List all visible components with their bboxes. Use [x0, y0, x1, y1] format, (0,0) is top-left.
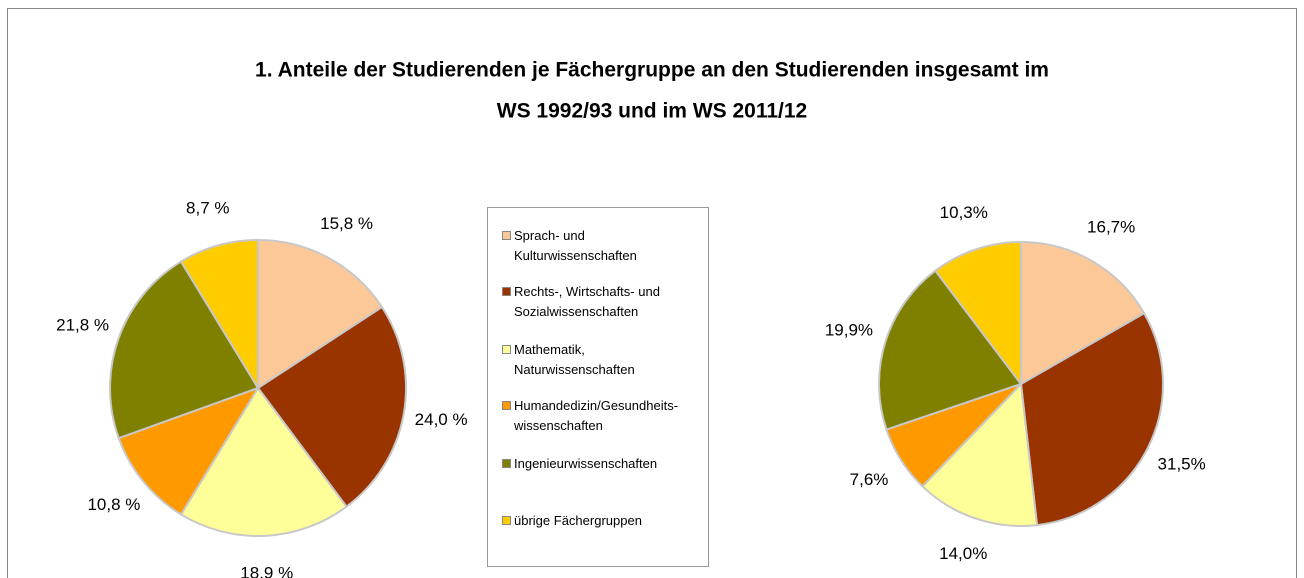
- pie-slice: [878, 269, 1023, 431]
- legend-swatch: [502, 401, 511, 410]
- legend-item: Mathematik, Naturwissenschaften: [502, 340, 702, 380]
- legend-swatch: [502, 516, 511, 525]
- pie-slice: [109, 260, 260, 440]
- pie-slice: [179, 238, 259, 392]
- pie-slice: [933, 240, 1022, 387]
- legend-swatch: [502, 345, 511, 354]
- legend-item: Sprach- und Kulturwissenschaften: [502, 226, 702, 266]
- legend-label: Humandedizin/Gesundheits-wissenschaften: [514, 398, 679, 433]
- data-label: 21,8 %: [56, 316, 109, 335]
- legend-label: Ingenieurwissenschaften: [514, 456, 658, 471]
- data-label: 24,0 %: [415, 410, 468, 429]
- chart-title: 1. Anteile der Studierenden je Fächergru…: [255, 59, 1049, 82]
- data-label: 15,8 %: [320, 214, 373, 233]
- legend-item: übrige Fächergruppen: [502, 511, 702, 531]
- legend-swatch: [502, 287, 511, 296]
- data-label: 10,8 %: [87, 495, 140, 514]
- legend-label: Sprach- und Kulturwissenschaften: [514, 228, 637, 263]
- pie-slice: [921, 381, 1039, 527]
- data-label: 10,3%: [940, 203, 988, 222]
- data-label: 31,5%: [1158, 455, 1206, 474]
- legend-item: Ingenieurwissenschaften: [502, 454, 702, 474]
- chart-frame: [7, 8, 1297, 578]
- data-label: 19,9%: [825, 321, 873, 340]
- data-label: 18,9 %: [240, 563, 293, 578]
- legend-item: Rechts-, Wirtschafts- und Sozialwissensc…: [502, 282, 702, 322]
- data-label: 7,6%: [850, 470, 889, 489]
- pie-slice: [1020, 240, 1146, 386]
- legend-swatch: [502, 459, 511, 468]
- legend-label: übrige Fächergruppen: [514, 513, 642, 528]
- data-label: 14,0%: [939, 544, 987, 563]
- legend: Sprach- und Kulturwissenschaften Rechts-,…: [487, 207, 709, 567]
- legend-item: Humandedizin/Gesundheits-wissenschaften: [502, 396, 702, 436]
- legend-label: Rechts-, Wirtschafts- und Sozialwissensc…: [514, 284, 660, 319]
- pie-slice: [1019, 311, 1164, 527]
- pie-slice: [257, 238, 384, 390]
- legend-swatch: [502, 231, 511, 240]
- chart-title: WS 1992/93 und im WS 2011/12: [497, 100, 807, 123]
- pie-slice: [179, 386, 348, 537]
- pie-slice: [117, 386, 261, 516]
- data-label: 8,7 %: [186, 198, 229, 217]
- data-label: 16,7%: [1087, 218, 1135, 237]
- pie-slice: [256, 305, 407, 509]
- legend-label: Mathematik, Naturwissenschaften: [514, 342, 635, 377]
